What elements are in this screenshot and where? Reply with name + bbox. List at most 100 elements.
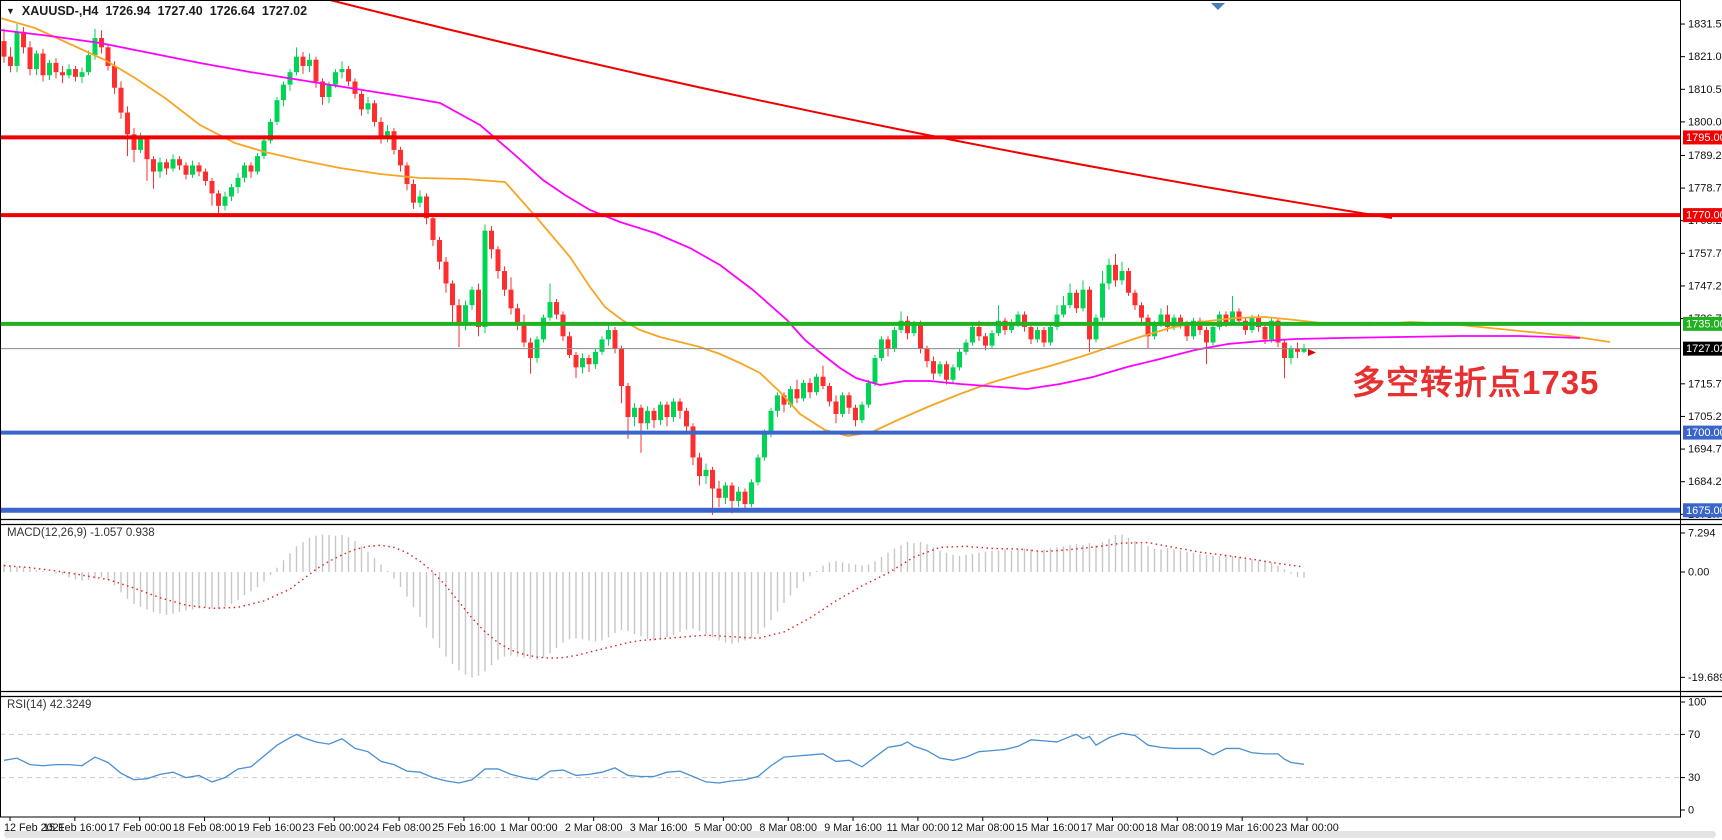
candle-body xyxy=(645,410,650,424)
candle-body xyxy=(677,401,683,411)
candle-body xyxy=(164,162,169,169)
candle-body xyxy=(736,491,741,501)
candle-body xyxy=(66,69,72,76)
candle-body xyxy=(573,354,579,368)
candle-body xyxy=(1048,326,1053,343)
candle-body xyxy=(1087,289,1092,340)
candlesticks xyxy=(1,24,1307,515)
candle-body xyxy=(1041,330,1047,343)
candle-body xyxy=(931,361,936,374)
candle-body xyxy=(976,326,982,337)
candle-body xyxy=(1236,311,1242,321)
candle-body xyxy=(1022,314,1027,327)
candle-body xyxy=(755,457,761,483)
price-tag-label: 1735.00 xyxy=(1686,318,1722,330)
candle-body xyxy=(580,358,585,368)
rsi-axis-label: 70 xyxy=(1688,729,1700,741)
candle-body xyxy=(268,121,273,141)
candle-body xyxy=(411,184,416,203)
main-price-panel[interactable] xyxy=(0,0,1681,515)
candle-body xyxy=(424,196,429,219)
candle-body xyxy=(450,283,455,306)
price-tag-label: 1700.00 xyxy=(1686,427,1722,439)
candle-body xyxy=(294,56,299,73)
candle-body xyxy=(1067,292,1073,306)
candle-body xyxy=(612,330,618,349)
rsi-panel[interactable] xyxy=(0,732,1681,784)
price-axis[interactable]: 1831.50 1821.00 1810.50 1800.00 1789.20 1778.… xyxy=(1681,19,1722,817)
candle-body xyxy=(729,485,735,501)
candle-body xyxy=(112,65,117,88)
candle-body xyxy=(996,320,1001,334)
candle-body xyxy=(684,410,689,427)
candle-body xyxy=(1132,292,1138,306)
candle-body xyxy=(261,140,267,157)
price-tick-label: 1778.70 xyxy=(1688,183,1722,195)
candle-body xyxy=(1217,314,1222,327)
horizontal-scrollbar[interactable] xyxy=(4,831,1716,838)
candle-body xyxy=(489,230,494,250)
candle-body xyxy=(840,395,845,414)
symbol-dropdown-icon[interactable]: ▼ xyxy=(6,5,15,16)
candle-body xyxy=(430,218,436,240)
candle-body xyxy=(703,469,709,477)
macd-panel[interactable] xyxy=(3,534,1305,678)
candle-body xyxy=(508,289,514,309)
price-tick-label: 1757.70 xyxy=(1688,248,1722,260)
price-tick-label: 1789.20 xyxy=(1688,150,1722,162)
price-tag-label: 1675.00 xyxy=(1686,505,1722,517)
candle-body xyxy=(697,457,702,477)
candle-body xyxy=(651,410,657,421)
candle-body xyxy=(333,72,338,85)
chart-frame xyxy=(0,0,1681,818)
candle-body xyxy=(586,358,592,365)
candle-body xyxy=(105,47,111,66)
candle-body xyxy=(469,289,475,306)
candle-body xyxy=(456,305,462,324)
candle-body xyxy=(515,308,520,324)
candle-body xyxy=(846,395,852,408)
candle-body xyxy=(710,469,715,489)
candle-body xyxy=(365,103,371,110)
macd-axis-label: 7.294 xyxy=(1688,527,1716,539)
candle-body xyxy=(619,348,624,386)
candle-body xyxy=(216,193,221,206)
candle-body xyxy=(1191,320,1196,337)
chart-shift-marker-icon[interactable] xyxy=(1211,3,1225,10)
candle-body xyxy=(1210,326,1216,343)
candle-body xyxy=(242,165,247,178)
candle-body xyxy=(138,138,143,150)
candle-body xyxy=(963,342,969,352)
candle-body xyxy=(326,84,332,98)
candle-body xyxy=(723,485,728,498)
price-tag xyxy=(1683,503,1722,518)
last-price-arrow-icon xyxy=(1308,349,1316,356)
candle-body xyxy=(911,323,917,334)
candle-body xyxy=(359,93,364,110)
candle-body xyxy=(762,432,767,458)
candle-body xyxy=(196,165,202,172)
candle-body xyxy=(27,47,33,70)
price-tick-label: 1747.20 xyxy=(1688,280,1722,292)
candle-body xyxy=(872,358,878,383)
candle-body xyxy=(957,351,962,368)
price-tag xyxy=(1683,208,1722,223)
macd-axis-label: 0.00 xyxy=(1688,567,1709,579)
candle-body xyxy=(1100,283,1105,318)
candle-body xyxy=(372,103,377,122)
candle-body xyxy=(1184,323,1190,337)
candle-body xyxy=(1295,348,1300,352)
candle-body xyxy=(1035,330,1040,340)
candle-body xyxy=(248,165,254,172)
candle-body xyxy=(885,339,891,349)
candle-body xyxy=(833,401,839,414)
candle-body xyxy=(781,395,787,405)
candle-body xyxy=(1275,320,1281,343)
trendline[interactable] xyxy=(329,0,1393,219)
macd-signal-line xyxy=(3,541,1305,659)
candle-body xyxy=(443,261,449,284)
candle-body xyxy=(632,407,637,418)
candle-body xyxy=(606,330,611,340)
candle-body xyxy=(1165,314,1170,327)
